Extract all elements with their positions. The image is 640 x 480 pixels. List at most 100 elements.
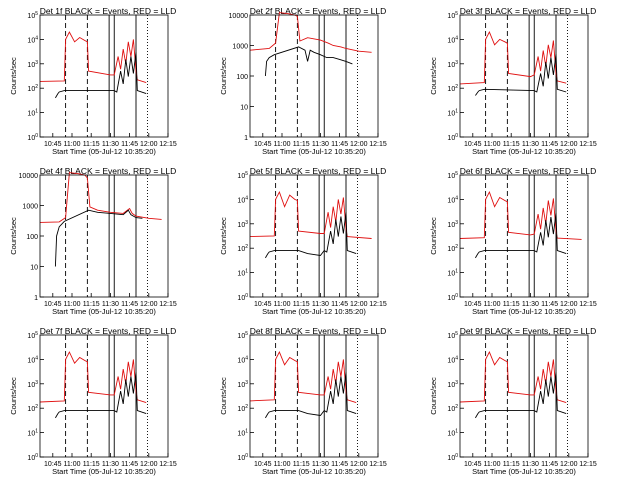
y-tick-label: 104	[447, 195, 458, 204]
x-tick-label: 11:00	[64, 141, 81, 148]
panel-title: Det 4f BLACK = Events, RED = LLD	[40, 166, 177, 176]
y-axis-label: Counts/sec	[219, 217, 228, 255]
x-tick-label: 11:30	[312, 461, 329, 468]
y-tick-label: 105	[27, 11, 38, 20]
y-tick-label: 100	[447, 453, 458, 462]
x-tick-label: 11:45	[121, 301, 138, 308]
x-tick-label: 11:45	[541, 141, 558, 148]
x-tick-label: 11:15	[83, 141, 100, 148]
x-tick-label: 11:30	[102, 461, 119, 468]
events-series-line	[55, 52, 147, 99]
y-tick-label: 101	[447, 269, 458, 278]
y-tick-label: 103	[237, 220, 248, 229]
x-tick-label: 12:00	[350, 461, 368, 468]
x-tick-label: 11:30	[522, 141, 539, 148]
x-tick-label: 12:15	[159, 301, 177, 308]
y-axis-label: Counts/sec	[9, 217, 18, 255]
y-tick-label: 102	[447, 84, 458, 93]
x-tick-label: 11:45	[541, 461, 558, 468]
x-tick-label: 10:45	[464, 461, 482, 468]
events-series-line	[475, 212, 567, 259]
y-tick-label: 104	[237, 355, 248, 364]
x-tick-label: 12:00	[560, 461, 578, 468]
x-tick-label: 12:15	[159, 141, 177, 148]
x-tick-label: 11:00	[274, 461, 291, 468]
plot-frame	[249, 14, 379, 138]
x-axis-label: Start Time (05-Jul-12 10:35:20)	[52, 147, 156, 156]
x-tick-label: 11:45	[541, 301, 558, 308]
x-tick-label: 11:45	[331, 461, 348, 468]
events-series-line	[265, 212, 357, 259]
x-tick-label: 11:00	[64, 461, 81, 468]
x-tick-label: 12:15	[159, 461, 177, 468]
x-tick-label: 11:15	[293, 301, 310, 308]
x-tick-label: 11:45	[121, 141, 138, 148]
y-tick-label: 101	[27, 429, 38, 438]
panel-5: Det 5f BLACK = Events, RED = LLD 100 101 10…	[219, 166, 387, 316]
lld-series-line	[249, 351, 357, 404]
y-tick-label: 100	[26, 234, 38, 241]
lld-series-line	[39, 172, 162, 223]
lld-series-line	[249, 12, 372, 53]
x-tick-label: 11:45	[331, 141, 348, 148]
x-tick-label: 11:15	[293, 461, 310, 468]
y-tick-label: 103	[27, 380, 38, 389]
panel-9: Det 9f BLACK = Events, RED = LLD 100 101 10…	[429, 326, 597, 476]
y-tick-label: 102	[447, 244, 458, 253]
events-series-line	[264, 46, 353, 77]
events-series-line	[475, 54, 567, 96]
x-tick-label: 11:30	[312, 301, 329, 308]
y-tick-label: 105	[237, 171, 248, 180]
plot-frame	[39, 14, 169, 138]
x-tick-label: 10:45	[44, 141, 62, 148]
x-tick-label: 12:00	[560, 141, 578, 148]
y-tick-label: 105	[27, 331, 38, 340]
panel-title: Det 2f BLACK = Events, RED = LLD	[250, 6, 387, 16]
x-tick-label: 10:45	[254, 461, 272, 468]
y-axis-label: Counts/sec	[429, 217, 438, 255]
y-tick-label: 10	[30, 265, 38, 272]
x-tick-label: 11:15	[293, 141, 310, 148]
y-tick-label: 10000	[229, 13, 249, 20]
x-tick-label: 12:15	[369, 461, 387, 468]
x-tick-label: 11:00	[484, 461, 501, 468]
events-series-line	[475, 372, 567, 419]
events-series-line	[265, 372, 357, 419]
lld-series-line	[249, 190, 372, 239]
y-axis-label: Counts/sec	[429, 57, 438, 95]
x-axis-label: Start Time (05-Jul-12 10:35:20)	[262, 147, 366, 156]
panel-title: Det 5f BLACK = Events, RED = LLD	[250, 166, 387, 176]
panel-title: Det 8f BLACK = Events, RED = LLD	[250, 326, 387, 336]
x-tick-label: 11:30	[522, 461, 539, 468]
y-axis-label: Counts/sec	[219, 377, 228, 415]
y-tick-label: 10000	[19, 173, 39, 180]
panel-7: Det 7f BLACK = Events, RED = LLD 100 101 10…	[9, 326, 177, 476]
y-tick-label: 103	[447, 60, 458, 69]
y-tick-label: 100	[237, 293, 248, 302]
x-tick-label: 10:45	[464, 141, 482, 148]
x-tick-label: 12:00	[350, 141, 368, 148]
x-axis-label: Start Time (05-Jul-12 10:35:20)	[472, 467, 576, 476]
y-tick-label: 104	[447, 35, 458, 44]
x-tick-label: 11:00	[64, 301, 81, 308]
x-tick-label: 11:45	[121, 461, 138, 468]
panel-6: Det 6f BLACK = Events, RED = LLD 100 101 10…	[429, 166, 597, 316]
y-tick-label: 101	[447, 109, 458, 118]
x-tick-label: 12:15	[579, 141, 597, 148]
y-tick-label: 102	[237, 404, 248, 413]
y-tick-label: 1	[244, 135, 248, 142]
plot-frame	[39, 174, 169, 298]
x-tick-label: 12:15	[369, 301, 387, 308]
y-tick-label: 103	[237, 380, 248, 389]
x-tick-label: 12:00	[140, 301, 158, 308]
lld-series-line	[39, 31, 147, 84]
plot-frame	[459, 14, 589, 138]
y-tick-label: 100	[27, 453, 38, 462]
panel-3: Det 3f BLACK = Events, RED = LLD 100 101 10…	[429, 6, 597, 156]
y-tick-label: 104	[27, 35, 38, 44]
y-tick-label: 101	[447, 429, 458, 438]
x-tick-label: 10:45	[464, 301, 482, 308]
y-tick-label: 101	[237, 429, 248, 438]
y-tick-label: 100	[447, 293, 458, 302]
y-tick-label: 101	[27, 109, 38, 118]
